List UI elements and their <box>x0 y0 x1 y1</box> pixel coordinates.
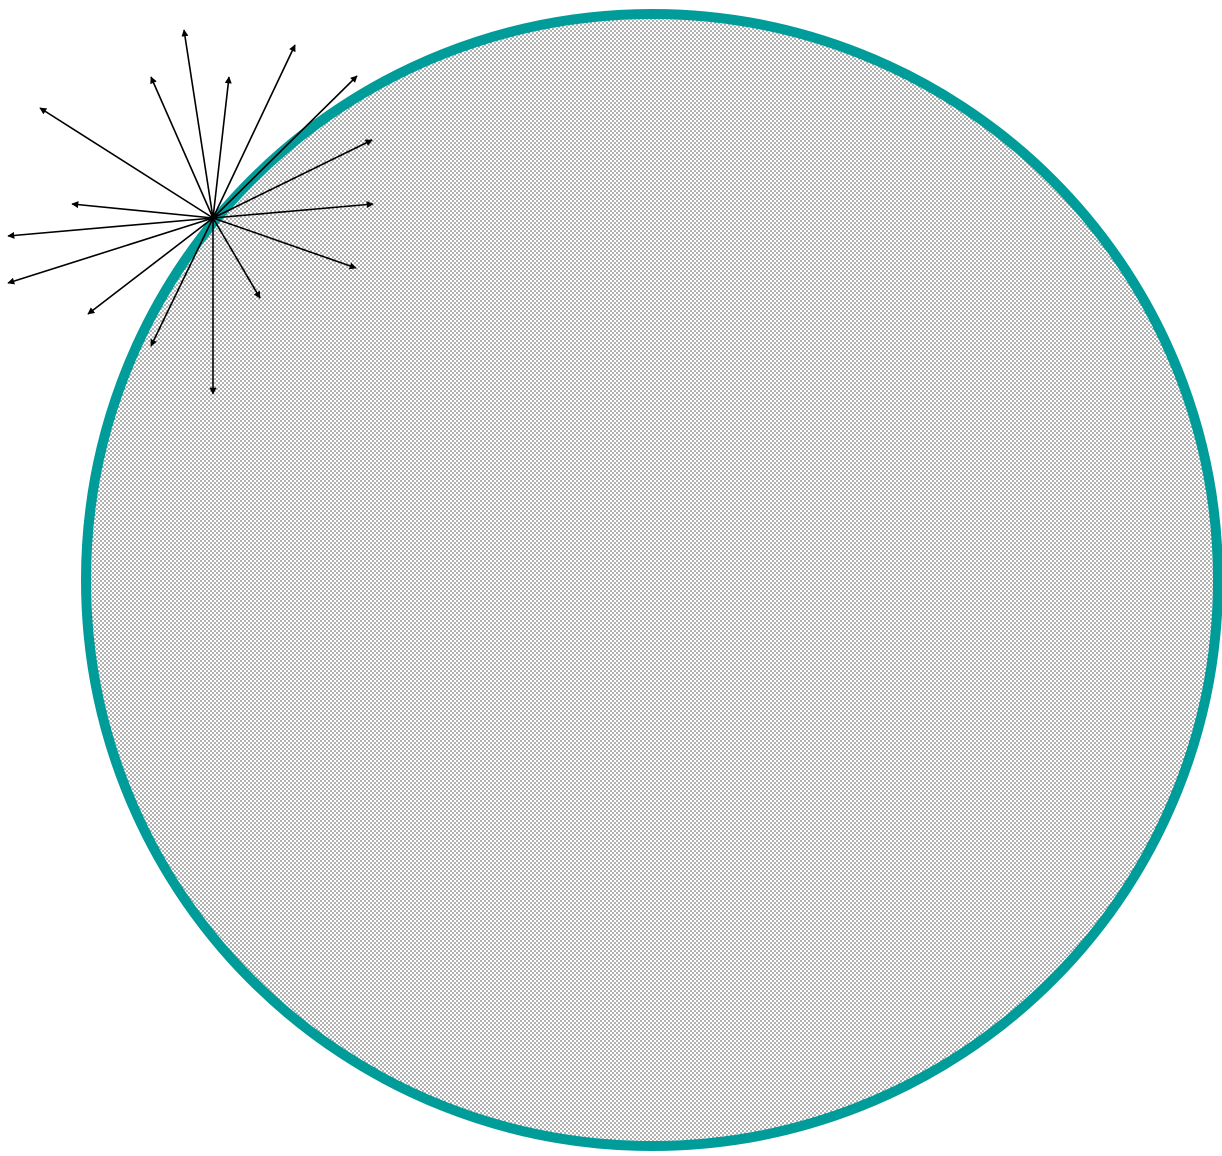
arrow-vector-7 <box>212 139 373 219</box>
arrow-vector-4 <box>212 44 296 219</box>
arrow-vector-15 <box>150 217 214 347</box>
arrow-vector-6 <box>39 107 214 219</box>
sphere-circle <box>81 9 1222 1151</box>
arrow-vector-5 <box>212 75 358 219</box>
arrow-vector-14 <box>87 217 214 315</box>
arrow-vector-13 <box>212 217 261 299</box>
radiating-arrows <box>7 29 374 395</box>
arrow-vector-12 <box>7 217 214 285</box>
arrow-vector-10 <box>7 217 214 239</box>
arrow-vector-3 <box>212 76 232 219</box>
arrow-vector-11 <box>212 217 357 270</box>
arrow-vector-1 <box>181 29 214 219</box>
arrow-vector-8 <box>71 201 214 219</box>
arrow-vector-2 <box>150 76 214 219</box>
arrow-vector-9 <box>212 201 374 219</box>
